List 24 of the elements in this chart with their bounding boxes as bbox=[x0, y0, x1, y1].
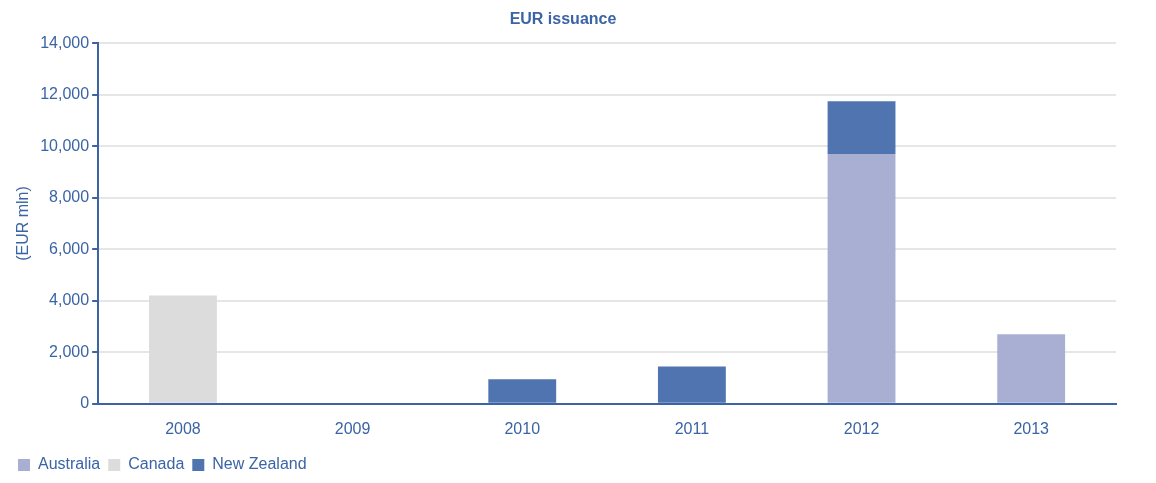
y-tick-label: 2,000 bbox=[49, 342, 90, 360]
bar bbox=[827, 153, 896, 403]
bar bbox=[657, 366, 726, 403]
x-tick-label: 2012 bbox=[843, 419, 880, 437]
y-tick-label: 12,000 bbox=[40, 85, 90, 103]
bar bbox=[997, 334, 1066, 403]
x-tick-label: 2013 bbox=[1013, 419, 1050, 437]
legend-label: Canada bbox=[128, 455, 185, 473]
legend-label: Australia bbox=[38, 455, 101, 473]
bar bbox=[827, 101, 896, 154]
y-tick-label: 6,000 bbox=[49, 239, 90, 257]
x-tick-label: 2010 bbox=[504, 419, 541, 437]
y-tick-label: 4,000 bbox=[49, 291, 90, 309]
bar bbox=[488, 379, 557, 403]
x-tick-label: 2011 bbox=[674, 419, 710, 437]
y-axis-title: (EUR mln) bbox=[14, 186, 32, 261]
x-tick-label: 2009 bbox=[334, 419, 371, 437]
y-tick-label: 8,000 bbox=[49, 188, 90, 206]
legend-label: New Zealand bbox=[212, 455, 307, 473]
y-tick-label: 14,000 bbox=[40, 33, 90, 51]
x-tick-label: 2008 bbox=[165, 419, 201, 437]
y-tick-label: 0 bbox=[80, 394, 90, 412]
chart-title: EUR issuance bbox=[509, 10, 617, 28]
y-tick-label: 10,000 bbox=[40, 136, 90, 154]
